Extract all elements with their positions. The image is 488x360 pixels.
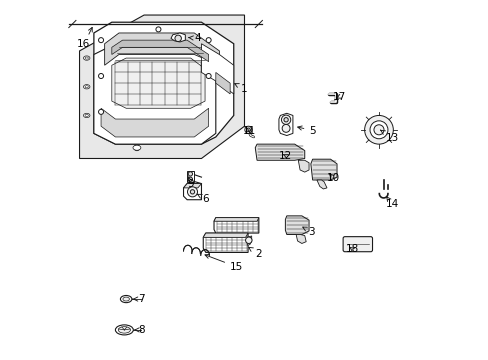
Text: 18: 18 [345,244,358,254]
Circle shape [187,187,197,197]
Text: 10: 10 [326,173,339,183]
Ellipse shape [122,297,129,301]
Polygon shape [316,180,326,189]
Text: 8: 8 [135,325,144,335]
Ellipse shape [118,327,130,333]
Circle shape [246,128,250,132]
Text: 6: 6 [197,194,209,204]
Ellipse shape [85,86,88,88]
Circle shape [373,125,383,135]
Circle shape [190,190,194,194]
Circle shape [282,125,289,132]
Text: 1: 1 [234,84,247,94]
Polygon shape [112,40,208,62]
Polygon shape [310,159,336,180]
Bar [187,171,193,182]
Circle shape [156,27,161,32]
Text: 12: 12 [279,150,292,161]
Ellipse shape [120,296,132,303]
Polygon shape [171,33,185,42]
Polygon shape [101,108,208,137]
Text: 11: 11 [243,126,256,135]
Polygon shape [278,113,292,135]
Circle shape [245,237,251,243]
Ellipse shape [115,325,133,335]
FancyBboxPatch shape [343,237,372,252]
Text: 14: 14 [385,197,398,210]
Polygon shape [80,15,244,158]
Text: 2: 2 [248,247,261,258]
Text: 5: 5 [297,126,315,135]
Text: 3: 3 [302,227,315,237]
Ellipse shape [83,85,90,89]
Polygon shape [203,233,247,252]
Circle shape [99,109,103,114]
Text: 9: 9 [187,176,194,189]
Circle shape [134,145,140,150]
Circle shape [364,116,392,144]
Polygon shape [298,160,308,172]
Polygon shape [183,184,201,188]
Ellipse shape [85,57,88,59]
Circle shape [369,121,387,139]
Polygon shape [112,58,204,108]
Ellipse shape [83,56,90,60]
Polygon shape [94,44,215,144]
Circle shape [284,118,287,122]
Circle shape [99,73,103,78]
Polygon shape [214,218,258,233]
Circle shape [206,38,211,42]
Polygon shape [94,22,233,144]
Ellipse shape [83,113,90,118]
Text: 4: 4 [188,33,201,43]
Circle shape [206,73,211,78]
Circle shape [188,172,192,176]
Polygon shape [214,218,258,221]
Circle shape [244,126,251,134]
Polygon shape [201,44,233,94]
Circle shape [99,38,103,42]
Polygon shape [296,234,305,243]
Text: 16: 16 [77,27,92,49]
Polygon shape [285,216,308,234]
Text: 15: 15 [204,255,243,272]
Polygon shape [203,233,247,237]
Circle shape [175,35,181,41]
Ellipse shape [85,114,88,117]
Polygon shape [104,33,219,65]
Polygon shape [247,236,251,245]
Ellipse shape [133,145,141,150]
Text: 17: 17 [332,92,346,102]
Text: 13: 13 [380,130,398,143]
Polygon shape [183,184,201,200]
Text: 7: 7 [132,294,144,304]
Polygon shape [215,72,230,94]
Circle shape [281,115,290,125]
Circle shape [188,177,192,181]
Polygon shape [255,144,304,160]
